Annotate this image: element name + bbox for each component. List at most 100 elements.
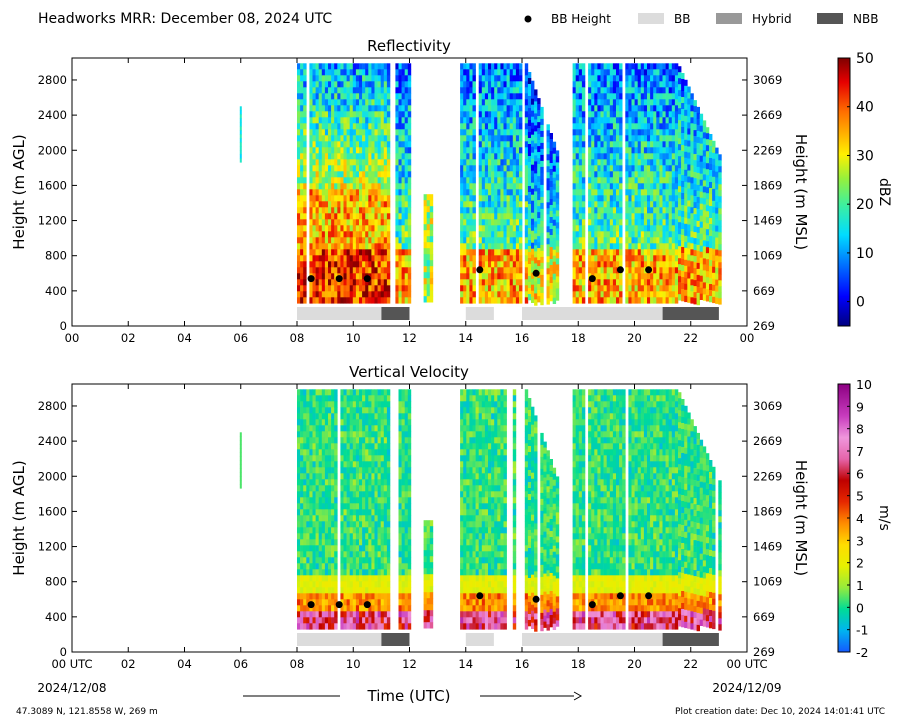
heatmap-cell [407, 243, 412, 250]
heatmap-cell [312, 425, 316, 432]
velocity-heatmap [239, 389, 722, 632]
heatmap-cell [640, 201, 645, 208]
heatmap-cell [318, 485, 323, 492]
heatmap-cell [481, 297, 486, 304]
heatmap-cell [321, 105, 326, 112]
heatmap-cell [594, 279, 598, 286]
heatmap-cell [503, 147, 507, 154]
heatmap-cell [497, 219, 501, 226]
heatmap-cell [383, 237, 388, 244]
heatmap-cell [634, 123, 638, 130]
heatmap-cell [306, 593, 310, 600]
heatmap-cell [634, 129, 638, 136]
heatmap-cell [656, 123, 660, 130]
heatmap-cell [371, 195, 375, 202]
heatmap-cell [494, 81, 498, 88]
heatmap-cell [472, 63, 476, 70]
heatmap-cell [404, 117, 409, 124]
heatmap-cell [349, 213, 354, 220]
heatmap-cell [668, 189, 673, 196]
heatmap-cell [588, 165, 592, 172]
heatmap-cell [594, 63, 598, 70]
heatmap-cell [616, 297, 620, 304]
heatmap-cell [681, 235, 685, 242]
heatmap-cell [671, 297, 676, 304]
heatmap-cell [625, 87, 629, 94]
heatmap-cell [668, 177, 673, 184]
heatmap-cell [540, 124, 544, 132]
heatmap-cell [365, 225, 369, 232]
heatmap-cell [662, 297, 666, 304]
heatmap-cell [527, 144, 532, 151]
heatmap-cell [297, 141, 301, 148]
heatmap-cell [324, 147, 329, 154]
heatmap-cell [709, 188, 713, 195]
heatmap-cell [588, 141, 592, 148]
heatmap-cell [478, 291, 483, 298]
heatmap-cell [594, 135, 598, 142]
heatmap-cell [581, 291, 586, 298]
heatmap-cell [386, 231, 391, 238]
heatmap-cell [306, 551, 310, 558]
heatmap-cell [359, 279, 363, 286]
heatmap-cell [346, 491, 350, 498]
heatmap-cell [588, 279, 592, 286]
heatmap-cell [650, 249, 654, 256]
heatmap-cell [497, 147, 501, 154]
heatmap-cell [637, 177, 642, 184]
heatmap-cell [534, 161, 538, 168]
heatmap-cell [318, 171, 323, 178]
heatmap-cell [404, 255, 409, 262]
heatmap-cell [531, 92, 535, 99]
heatmap-cell [346, 581, 350, 588]
heatmap-cell [331, 297, 335, 304]
heatmap-cell [343, 431, 347, 438]
heatmap-cell [315, 75, 319, 82]
heatmap-cell [578, 279, 583, 286]
heatmap-cell [371, 273, 375, 280]
heatmap-cell [303, 189, 307, 196]
heatmap-cell [352, 123, 357, 130]
heatmap-cell [715, 219, 719, 226]
heatmap-cell [472, 111, 476, 118]
heatmap-cell [359, 219, 363, 226]
heatmap-cell [637, 129, 642, 136]
heatmap-cell [631, 159, 635, 166]
heatmap-cell [687, 182, 691, 189]
heatmap-cell [702, 180, 707, 187]
heatmap-cell [650, 117, 654, 124]
heatmap-cell [619, 135, 623, 142]
heatmap-cell [497, 165, 501, 172]
heatmap-cell [395, 141, 399, 148]
heatmap-cell [662, 171, 666, 178]
heatmap-cell [359, 231, 363, 238]
heatmap-cell [466, 213, 470, 220]
heatmap-cell [668, 261, 673, 268]
heatmap-cell [395, 63, 399, 70]
heatmap-cell [591, 291, 595, 298]
heatmap-cell [472, 279, 476, 286]
heatmap-cell [524, 153, 529, 160]
heatmap-cell [643, 213, 648, 220]
heatmap-cell [656, 171, 660, 178]
heatmap-cell [552, 297, 557, 304]
heatmap-cell [552, 207, 557, 214]
heatmap-cell [346, 177, 350, 184]
heatmap-cell [321, 273, 326, 280]
heatmap-cell [466, 207, 470, 214]
heatmap-cell [404, 135, 409, 142]
heatmap-cell [702, 132, 707, 139]
heatmap-cell [609, 93, 614, 100]
heatmap-cell [472, 189, 476, 196]
heatmap-cell [575, 231, 580, 238]
heatmap-cell [312, 611, 316, 618]
heatmap-cell [343, 279, 347, 286]
heatmap-cell [687, 134, 691, 141]
heatmap-cell [594, 141, 598, 148]
heatmap-cell [312, 545, 316, 552]
heatmap-cell [524, 261, 529, 268]
heatmap-cell [488, 273, 492, 280]
heatmap-cell [575, 219, 580, 226]
heatmap-cell [600, 273, 604, 280]
heatmap-cell [631, 93, 635, 100]
